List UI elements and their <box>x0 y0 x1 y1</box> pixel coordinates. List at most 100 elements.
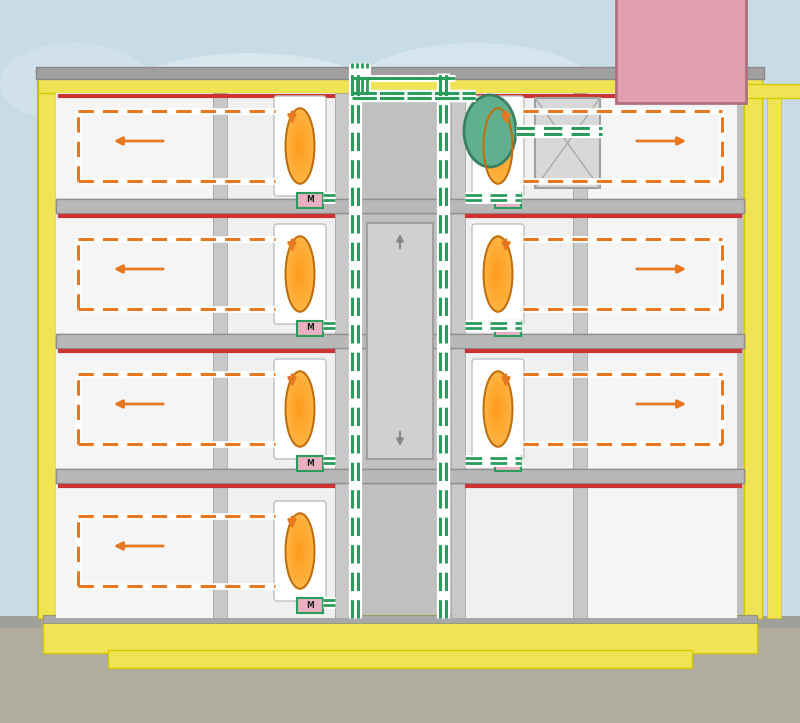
Bar <box>213 93 227 618</box>
Bar <box>744 75 762 618</box>
Ellipse shape <box>490 127 505 165</box>
Ellipse shape <box>289 246 310 302</box>
Bar <box>108 650 692 668</box>
Bar <box>56 334 744 348</box>
Bar <box>0 618 800 723</box>
Bar <box>767 93 781 618</box>
Bar <box>227 213 335 334</box>
Ellipse shape <box>0 43 150 123</box>
Ellipse shape <box>287 113 313 179</box>
Text: M: M <box>504 195 512 205</box>
Ellipse shape <box>286 236 315 312</box>
Bar <box>227 93 335 199</box>
Ellipse shape <box>494 141 498 150</box>
FancyBboxPatch shape <box>472 224 524 324</box>
FancyBboxPatch shape <box>274 359 326 459</box>
Bar <box>587 213 737 334</box>
Ellipse shape <box>294 260 304 288</box>
Bar <box>367 223 433 459</box>
Bar <box>43 615 757 623</box>
Ellipse shape <box>286 372 315 447</box>
Ellipse shape <box>489 250 506 298</box>
Bar <box>495 455 521 471</box>
Bar <box>451 93 465 618</box>
Bar <box>56 334 744 348</box>
Ellipse shape <box>297 141 300 150</box>
Ellipse shape <box>295 400 302 419</box>
Text: M: M <box>504 323 512 333</box>
Ellipse shape <box>487 118 509 174</box>
Ellipse shape <box>350 43 600 143</box>
Ellipse shape <box>486 376 510 442</box>
Bar <box>227 483 335 618</box>
Bar <box>465 483 573 618</box>
Ellipse shape <box>295 265 302 283</box>
Ellipse shape <box>297 547 300 556</box>
Ellipse shape <box>484 108 513 184</box>
Bar <box>0 616 800 628</box>
Ellipse shape <box>491 395 502 423</box>
Bar <box>495 192 521 208</box>
Bar <box>587 483 737 618</box>
Bar <box>56 348 213 469</box>
Text: M: M <box>306 458 314 468</box>
Bar <box>535 98 600 188</box>
Text: M: M <box>306 323 314 333</box>
Bar <box>38 75 762 93</box>
Ellipse shape <box>550 73 750 203</box>
Bar <box>38 75 762 618</box>
Bar <box>297 320 323 335</box>
Bar <box>36 67 764 79</box>
Ellipse shape <box>297 269 300 278</box>
Ellipse shape <box>286 513 315 589</box>
Ellipse shape <box>287 518 313 584</box>
Bar <box>56 483 213 618</box>
Bar <box>56 213 213 334</box>
Ellipse shape <box>294 395 304 423</box>
Ellipse shape <box>295 542 302 560</box>
Bar <box>56 469 744 483</box>
Ellipse shape <box>290 527 309 575</box>
Ellipse shape <box>487 381 509 437</box>
Ellipse shape <box>292 390 306 428</box>
Bar <box>56 93 213 199</box>
Ellipse shape <box>493 137 500 155</box>
Ellipse shape <box>484 372 513 447</box>
Ellipse shape <box>287 376 313 442</box>
Bar <box>495 320 521 335</box>
Bar <box>587 93 737 199</box>
Ellipse shape <box>494 404 498 414</box>
Ellipse shape <box>292 255 306 293</box>
Ellipse shape <box>297 404 300 414</box>
Ellipse shape <box>290 122 309 170</box>
Bar <box>587 348 737 469</box>
Bar <box>573 93 587 618</box>
Bar <box>227 348 335 469</box>
Ellipse shape <box>289 381 310 437</box>
Ellipse shape <box>289 523 310 579</box>
Ellipse shape <box>294 537 304 565</box>
Ellipse shape <box>486 241 510 307</box>
Bar <box>297 455 323 471</box>
Bar <box>56 199 744 213</box>
Ellipse shape <box>286 108 315 184</box>
Ellipse shape <box>486 113 510 179</box>
Ellipse shape <box>292 127 306 165</box>
Bar <box>297 192 323 208</box>
Text: M: M <box>306 195 314 205</box>
Bar <box>465 213 573 334</box>
Ellipse shape <box>289 118 310 174</box>
Ellipse shape <box>491 260 502 288</box>
Ellipse shape <box>484 236 513 312</box>
Ellipse shape <box>491 132 502 161</box>
Bar <box>616 0 746 103</box>
Ellipse shape <box>493 265 500 283</box>
Text: M: M <box>504 458 512 468</box>
Ellipse shape <box>494 269 498 278</box>
Ellipse shape <box>489 385 506 432</box>
Ellipse shape <box>290 385 309 432</box>
Bar <box>465 348 573 469</box>
Bar <box>56 469 744 483</box>
Ellipse shape <box>489 122 506 170</box>
Bar <box>744 84 800 98</box>
